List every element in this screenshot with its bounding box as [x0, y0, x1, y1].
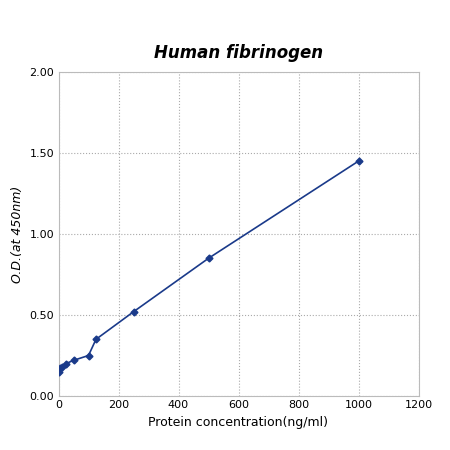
- X-axis label: Protein concentration(ng/ml): Protein concentration(ng/ml): [148, 416, 328, 429]
- Title: Human fibrinogen: Human fibrinogen: [154, 44, 323, 62]
- Y-axis label: O.D.(at 450nm): O.D.(at 450nm): [11, 185, 24, 283]
